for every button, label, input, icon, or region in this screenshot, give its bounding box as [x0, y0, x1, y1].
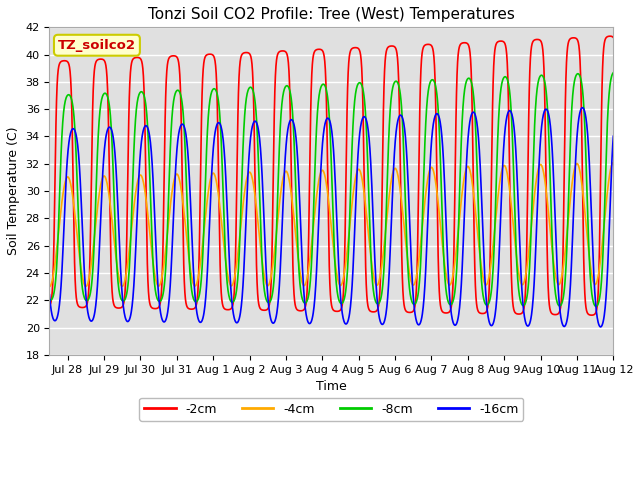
-16cm [305, 320, 312, 326]
-4cm [305, 265, 312, 271]
Line: -2cm: -2cm [49, 36, 613, 315]
Y-axis label: Soil Temperature (C): Soil Temperature (C) [7, 127, 20, 255]
Line: -8cm: -8cm [49, 72, 613, 306]
-2cm [74, 303, 82, 309]
-4cm [45, 284, 53, 289]
-2cm [320, 51, 328, 57]
Line: -16cm: -16cm [49, 108, 613, 327]
-2cm [593, 305, 601, 311]
-4cm [593, 278, 601, 284]
-8cm [490, 260, 497, 265]
-8cm [305, 292, 312, 298]
-16cm [596, 324, 604, 330]
-4cm [490, 239, 497, 245]
-2cm [593, 303, 601, 309]
-8cm [45, 297, 53, 303]
Legend: -2cm, -4cm, -8cm, -16cm: -2cm, -4cm, -8cm, -16cm [140, 397, 524, 420]
-16cm [74, 148, 82, 154]
Line: -4cm: -4cm [49, 163, 613, 287]
-16cm [320, 130, 328, 135]
-16cm [593, 313, 601, 319]
-16cm [593, 315, 601, 321]
-16cm [579, 105, 586, 110]
-4cm [609, 160, 617, 166]
-4cm [320, 169, 328, 175]
-8cm [593, 303, 601, 309]
-16cm [45, 292, 53, 298]
-2cm [305, 233, 312, 239]
Title: Tonzi Soil CO2 Profile: Tree (West) Temperatures: Tonzi Soil CO2 Profile: Tree (West) Temp… [148, 7, 515, 22]
-8cm [592, 303, 600, 309]
-16cm [609, 133, 617, 139]
-2cm [490, 70, 497, 76]
-4cm [74, 242, 82, 248]
-2cm [606, 33, 614, 39]
-2cm [45, 303, 53, 309]
-8cm [74, 212, 82, 217]
-2cm [609, 35, 617, 40]
Text: TZ_soilco2: TZ_soilco2 [58, 39, 136, 52]
-4cm [593, 279, 600, 285]
X-axis label: Time: Time [316, 380, 347, 393]
-8cm [593, 303, 601, 309]
-8cm [609, 70, 617, 75]
-8cm [320, 82, 328, 87]
-2cm [588, 312, 595, 318]
-16cm [490, 320, 497, 325]
